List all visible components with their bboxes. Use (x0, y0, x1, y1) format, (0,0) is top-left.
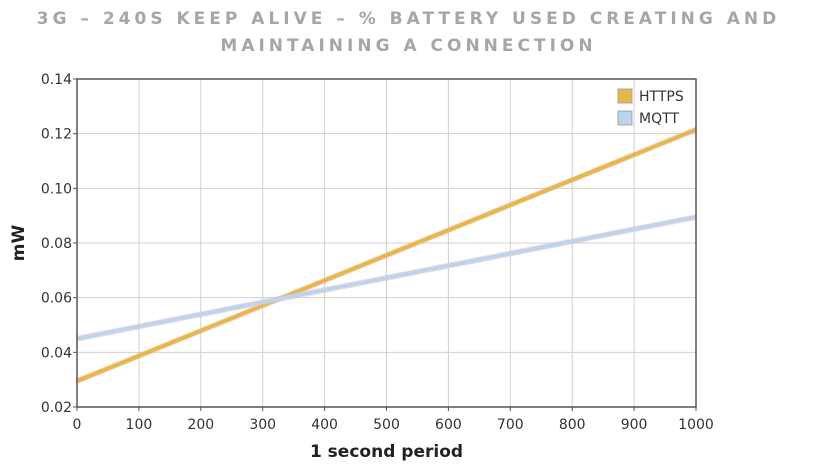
chart-title-line-1: 3G – 240S KEEP ALIVE – % BATTERY USED CR… (36, 9, 781, 29)
y-tick-label: 0.14 (41, 72, 72, 88)
y-axis-label: mW (9, 225, 29, 262)
y-tick-label: 0.06 (41, 291, 72, 307)
tick-labels: 0 100 200 300 400 500 600 700 800 900 1000 0.02 0.04… (41, 72, 714, 433)
legend-label-https: HTTPS (639, 89, 684, 105)
x-tick-label: 100 (126, 417, 153, 433)
chart-title: 3G – 240S KEEP ALIVE – % BATTERY USED CR… (0, 6, 817, 60)
y-tick-label: 0.10 (41, 181, 72, 197)
x-tick-label: 700 (497, 417, 524, 433)
series-mqtt-line (76, 215, 697, 341)
x-tick-label: 800 (559, 417, 586, 433)
x-tick-label: 900 (621, 417, 648, 433)
x-tick-label: 600 (435, 417, 462, 433)
x-axis-label: 1 second period (310, 442, 463, 462)
y-tick-label: 0.04 (41, 345, 72, 361)
x-tick-label: 1000 (678, 417, 714, 433)
legend: HTTPS MQTT (617, 88, 684, 127)
x-tick-label: 200 (187, 417, 214, 433)
grid-lines (76, 78, 697, 408)
x-tick-label: 300 (249, 417, 276, 433)
chart-title-line-2: MAINTAINING A CONNECTION (220, 36, 597, 56)
series-layer (75, 126, 698, 384)
legend-swatch-mqtt (617, 110, 633, 126)
legend-label-mqtt: MQTT (639, 111, 679, 127)
x-tick-label: 500 (373, 417, 400, 433)
series-https-line (76, 127, 697, 383)
y-tick-label: 0.12 (41, 127, 72, 143)
x-tick-label: 0 (73, 417, 82, 433)
legend-swatch-https (617, 88, 633, 104)
y-tick-label: 0.08 (41, 236, 72, 252)
y-tick-label: 0.02 (41, 400, 72, 416)
x-tick-label: 400 (311, 417, 338, 433)
